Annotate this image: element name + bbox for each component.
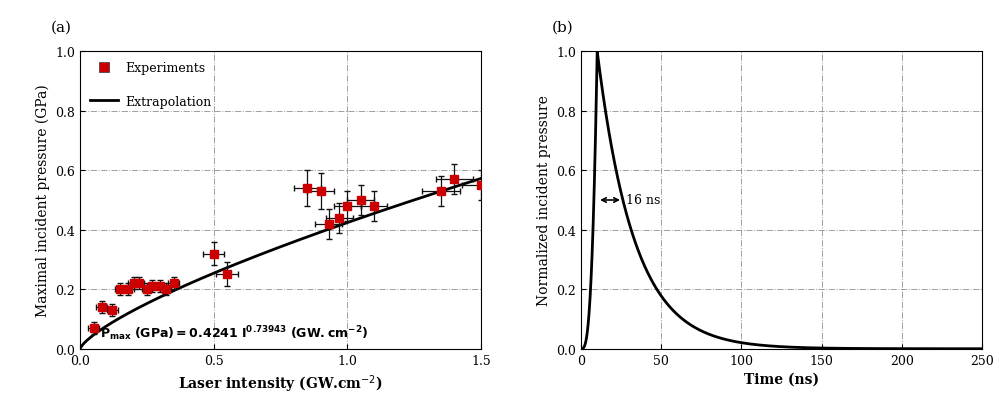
Legend: Experiments, , Extrapolation: Experiments, , Extrapolation: [86, 59, 215, 112]
Text: (a): (a): [51, 20, 72, 34]
Text: (b): (b): [551, 20, 573, 34]
Y-axis label: Normalized incident pressure: Normalized incident pressure: [537, 95, 551, 306]
Text: $\mathbf{P_{max}}$ $\mathbf{(GPa) = 0.4241\ I^{0.73943}\ (GW.cm^{-2})}$: $\mathbf{P_{max}}$ $\mathbf{(GPa) = 0.42…: [100, 323, 369, 342]
Y-axis label: Maximal incident pressure (GPa): Maximal incident pressure (GPa): [35, 85, 50, 316]
X-axis label: Time (ns): Time (ns): [744, 372, 819, 386]
Text: 16 ns: 16 ns: [626, 194, 660, 207]
X-axis label: Laser intensity (GW.cm$^{-2}$): Laser intensity (GW.cm$^{-2}$): [178, 372, 383, 394]
